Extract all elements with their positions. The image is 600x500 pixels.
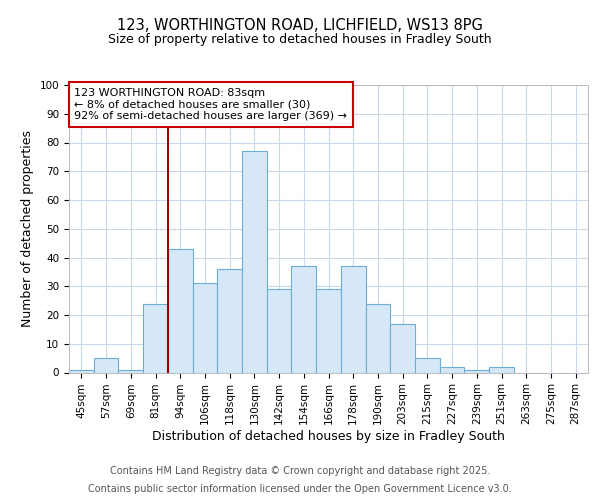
Bar bbox=[341, 266, 365, 372]
Text: Contains HM Land Registry data © Crown copyright and database right 2025.: Contains HM Land Registry data © Crown c… bbox=[110, 466, 490, 476]
Text: 123, WORTHINGTON ROAD, LICHFIELD, WS13 8PG: 123, WORTHINGTON ROAD, LICHFIELD, WS13 8… bbox=[117, 18, 483, 32]
Bar bbox=[143, 304, 168, 372]
Text: Size of property relative to detached houses in Fradley South: Size of property relative to detached ho… bbox=[108, 32, 492, 46]
Bar bbox=[118, 370, 143, 372]
Bar bbox=[464, 370, 489, 372]
Bar bbox=[69, 370, 94, 372]
Bar bbox=[94, 358, 118, 372]
Bar bbox=[267, 289, 292, 372]
Text: 123 WORTHINGTON ROAD: 83sqm
← 8% of detached houses are smaller (30)
92% of semi: 123 WORTHINGTON ROAD: 83sqm ← 8% of deta… bbox=[74, 88, 347, 121]
Bar bbox=[415, 358, 440, 372]
Bar bbox=[316, 289, 341, 372]
Bar bbox=[365, 304, 390, 372]
Text: Contains public sector information licensed under the Open Government Licence v3: Contains public sector information licen… bbox=[88, 484, 512, 494]
Bar bbox=[292, 266, 316, 372]
Bar bbox=[440, 367, 464, 372]
Bar bbox=[168, 249, 193, 372]
Bar bbox=[390, 324, 415, 372]
Bar bbox=[217, 269, 242, 372]
X-axis label: Distribution of detached houses by size in Fradley South: Distribution of detached houses by size … bbox=[152, 430, 505, 443]
Bar bbox=[242, 151, 267, 372]
Y-axis label: Number of detached properties: Number of detached properties bbox=[21, 130, 34, 327]
Bar bbox=[193, 284, 217, 372]
Bar bbox=[489, 367, 514, 372]
